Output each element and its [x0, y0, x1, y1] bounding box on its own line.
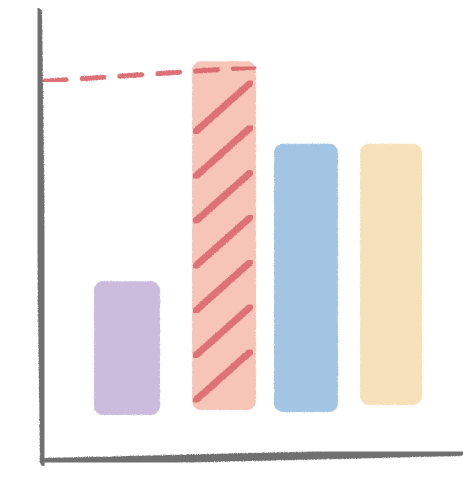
bar-3: [274, 143, 338, 412]
hatch-stroke: [192, 258, 254, 314]
hatch-layer: [192, 79, 254, 404]
hatch-stroke: [192, 303, 254, 359]
hatch-stroke: [192, 79, 254, 135]
reference-line-layer: [41, 64, 257, 84]
x-axis-line: [40, 448, 463, 466]
y-axis-line: [34, 8, 48, 466]
bar-2: [192, 61, 256, 410]
axes-layer: [19, 8, 463, 477]
bars-layer: [94, 61, 422, 415]
bar-4: [360, 143, 422, 405]
hatch-stroke: [192, 214, 254, 270]
hatch-stroke: [192, 169, 254, 225]
hatch-stroke: [192, 124, 254, 180]
reference-dashed-line: [41, 64, 257, 84]
bar-1: [94, 281, 160, 415]
hatch-stroke: [192, 348, 254, 404]
